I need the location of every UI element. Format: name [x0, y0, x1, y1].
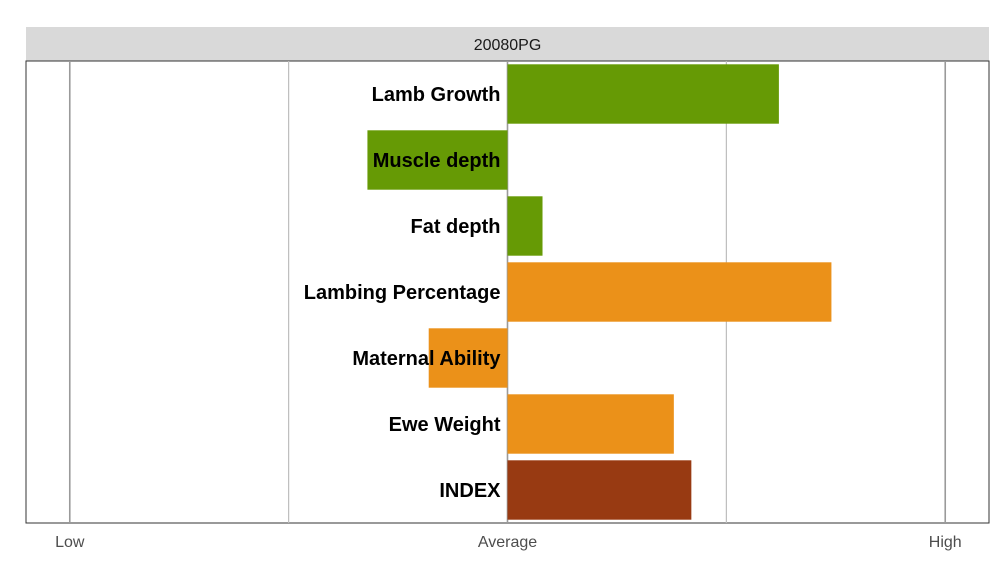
chart-title: 20080PG	[474, 37, 542, 54]
bar-6	[507, 460, 692, 520]
category-label-6: INDEX	[439, 480, 501, 502]
category-label-0: Lamb Growth	[372, 84, 501, 106]
bar-2	[507, 196, 543, 256]
bar-5	[507, 394, 674, 454]
category-label-3: Lambing Percentage	[304, 282, 501, 304]
category-label-4: Maternal Ability	[352, 348, 501, 370]
title-strip	[26, 27, 989, 61]
x-axis-ticks: Low Average High	[55, 534, 962, 551]
bar-4	[428, 328, 508, 388]
x-tick-label-0: Low	[55, 534, 85, 551]
category-label-1: Muscle depth	[373, 150, 501, 172]
bar-3	[507, 262, 832, 322]
x-tick-label-1: Average	[478, 534, 537, 551]
category-label-5: Ewe Weight	[389, 414, 501, 436]
bar-0	[507, 64, 779, 124]
bar-1	[367, 130, 508, 190]
category-labels: Lamb Growth Muscle depth Fat depth Lambing …	[304, 84, 502, 502]
x-tick-label-2: High	[929, 534, 962, 551]
bars	[367, 64, 832, 520]
category-label-2: Fat depth	[411, 216, 501, 238]
